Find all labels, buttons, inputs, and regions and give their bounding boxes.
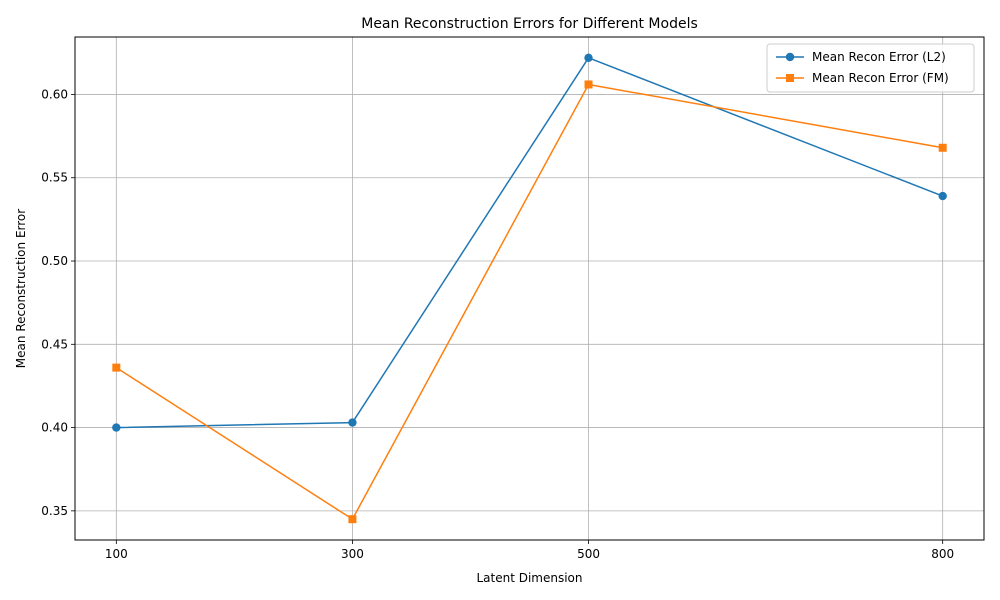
grid bbox=[75, 37, 984, 540]
series-line-0 bbox=[116, 57, 943, 429]
x-tick-label: 500 bbox=[577, 547, 600, 561]
data-point-marker bbox=[938, 191, 947, 201]
data-point-marker bbox=[584, 53, 593, 63]
y-axis-label: Mean Reconstruction Error bbox=[14, 209, 28, 368]
data-point-marker bbox=[348, 515, 357, 524]
data-point-marker bbox=[938, 143, 947, 152]
y-tick-label: 0.35 bbox=[41, 504, 68, 518]
legend-label: Mean Recon Error (L2) bbox=[812, 50, 946, 64]
y-tick-label: 0.50 bbox=[41, 254, 68, 268]
legend-box bbox=[766, 43, 975, 93]
y-tick-label: 0.60 bbox=[41, 87, 68, 101]
x-tick-label: 300 bbox=[341, 547, 364, 561]
legend-marker bbox=[785, 52, 795, 62]
x-axis-label: Latent Dimension bbox=[476, 571, 582, 585]
series-layer bbox=[112, 53, 947, 524]
ticks: 100 300 500 800 0.35 0.40 0.45 0.50 0.55 0.60 bbox=[41, 87, 954, 561]
legend-label: Mean Recon Error (FM) bbox=[812, 71, 949, 85]
chart-title: Mean Reconstruction Errors for Different… bbox=[361, 16, 698, 32]
data-point-marker bbox=[112, 363, 121, 372]
y-tick-label: 0.45 bbox=[41, 337, 68, 351]
data-point-marker bbox=[348, 418, 357, 427]
y-tick-label: 0.55 bbox=[41, 171, 68, 185]
y-tick-label: 0.40 bbox=[41, 421, 68, 435]
legend: Mean Recon Error (L2) Mean Recon Error (F… bbox=[766, 43, 975, 93]
plot-frame bbox=[74, 36, 985, 541]
x-tick-label: 100 bbox=[105, 547, 128, 561]
legend-marker bbox=[786, 74, 794, 82]
x-tick-label: 800 bbox=[931, 547, 954, 561]
data-point-marker bbox=[584, 80, 593, 89]
series-line-1 bbox=[115, 83, 943, 520]
data-point-marker bbox=[112, 423, 121, 432]
